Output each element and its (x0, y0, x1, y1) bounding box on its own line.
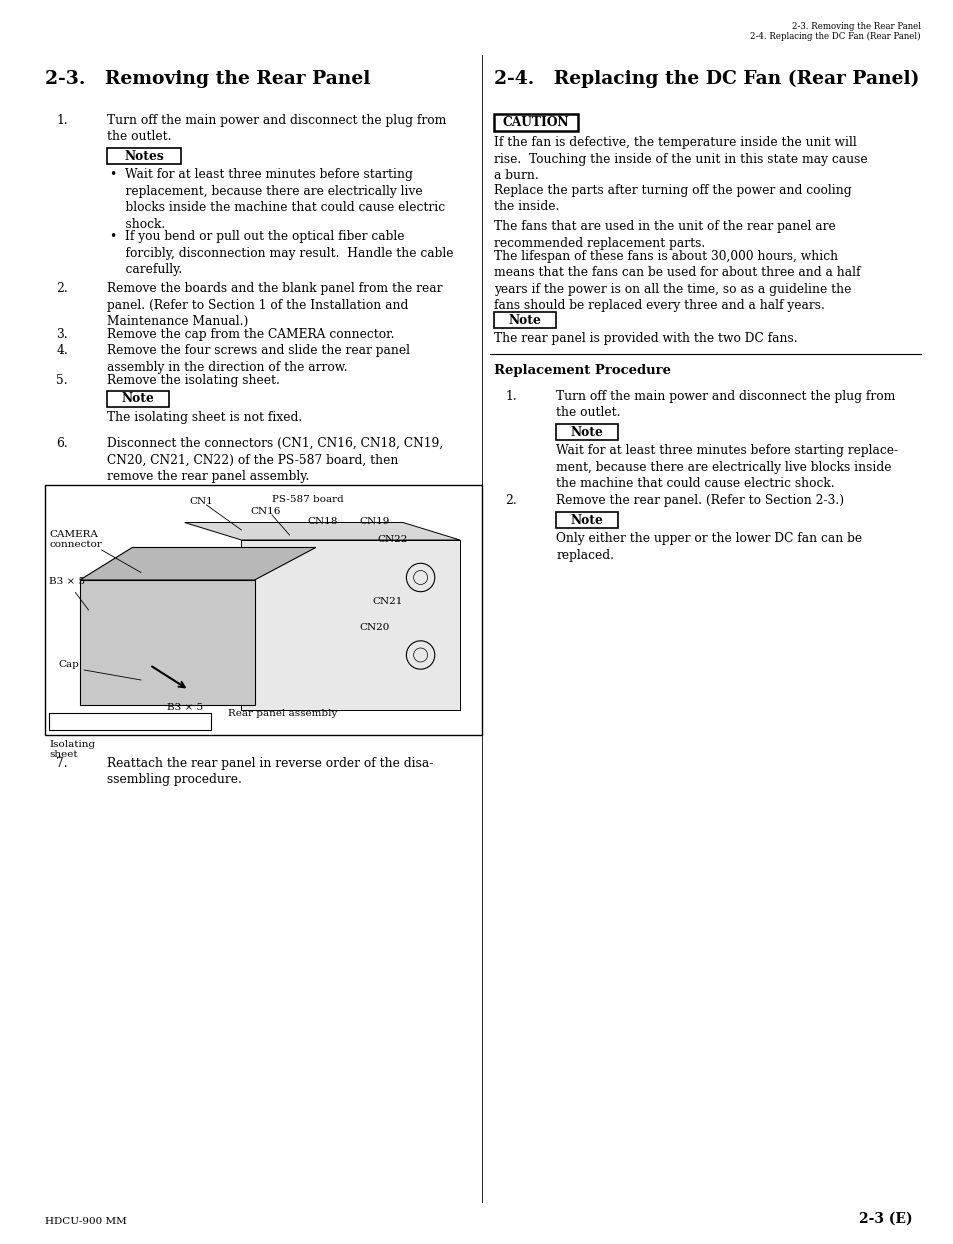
Text: CAMERA
connector: CAMERA connector (50, 530, 102, 550)
Text: 3.: 3. (56, 328, 68, 341)
Text: 6.: 6. (56, 437, 68, 450)
Text: CN16: CN16 (250, 508, 280, 516)
Text: 1.: 1. (56, 114, 68, 127)
Text: CAUTION: CAUTION (502, 116, 569, 129)
Text: 7.: 7. (56, 758, 68, 770)
Text: 2-3. Removing the Rear Panel: 2-3. Removing the Rear Panel (791, 22, 920, 31)
Text: Cap: Cap (58, 661, 79, 669)
Text: Disconnect the connectors (CN1, CN16, CN18, CN19,
CN20, CN21, CN22) of the PS-58: Disconnect the connectors (CN1, CN16, CN… (107, 437, 442, 483)
Text: Remove the isolating sheet.: Remove the isolating sheet. (107, 374, 279, 387)
Polygon shape (185, 522, 459, 540)
Text: CN22: CN22 (376, 535, 407, 544)
Text: Replacement Procedure: Replacement Procedure (494, 364, 671, 377)
Polygon shape (80, 580, 254, 705)
Text: Reattach the rear panel in reverse order of the disa-
ssembling procedure.: Reattach the rear panel in reverse order… (107, 758, 433, 786)
Text: Remove the boards and the blank panel from the rear
panel. (Refer to Section 1 o: Remove the boards and the blank panel fr… (107, 282, 442, 328)
Text: Note: Note (508, 313, 541, 326)
Text: If the fan is defective, the temperature inside the unit will
rise.  Touching th: If the fan is defective, the temperature… (494, 136, 867, 182)
Text: Notes: Notes (124, 149, 164, 163)
Bar (107, 391, 169, 407)
Polygon shape (50, 713, 211, 730)
Text: 5.: 5. (56, 374, 68, 387)
Bar (556, 513, 618, 527)
Text: CN18: CN18 (307, 518, 337, 526)
Text: The fans that are used in the unit of the rear panel are
recommended replacement: The fans that are used in the unit of th… (494, 220, 835, 250)
Text: CN1: CN1 (189, 498, 213, 506)
Text: 1.: 1. (505, 391, 517, 403)
Text: HDCU-900 MM: HDCU-900 MM (45, 1217, 127, 1227)
Text: The lifespan of these fans is about 30,000 hours, which
means that the fans can : The lifespan of these fans is about 30,0… (494, 250, 860, 312)
Text: Note: Note (570, 514, 603, 526)
Text: Rear panel assembly: Rear panel assembly (228, 709, 337, 718)
Text: 2-4. Replacing the DC Fan (Rear Panel): 2-4. Replacing the DC Fan (Rear Panel) (749, 32, 920, 41)
Text: B3 × 5: B3 × 5 (167, 704, 203, 713)
Text: Isolating
sheet: Isolating sheet (50, 740, 95, 759)
Text: 4.: 4. (56, 345, 68, 357)
Text: CN20: CN20 (359, 622, 390, 632)
Text: 2-3 (E): 2-3 (E) (859, 1212, 912, 1227)
Text: Note: Note (121, 393, 154, 406)
Text: 2-3.   Removing the Rear Panel: 2-3. Removing the Rear Panel (45, 70, 370, 88)
Text: Only either the upper or the lower DC fan can be
replaced.: Only either the upper or the lower DC fa… (556, 532, 862, 561)
Text: Turn off the main power and disconnect the plug from
the outlet.: Turn off the main power and disconnect t… (107, 114, 446, 143)
Text: CN19: CN19 (359, 518, 390, 526)
Text: 2.: 2. (505, 494, 517, 508)
Text: 2.: 2. (56, 282, 68, 295)
Text: CN21: CN21 (372, 597, 402, 607)
Bar (494, 114, 578, 131)
Bar (494, 312, 556, 328)
Bar (556, 424, 618, 440)
Bar (107, 148, 181, 164)
Text: Remove the cap from the CAMERA connector.: Remove the cap from the CAMERA connector… (107, 328, 394, 341)
Text: Note: Note (570, 425, 603, 438)
Text: Turn off the main power and disconnect the plug from
the outlet.: Turn off the main power and disconnect t… (556, 391, 895, 419)
Polygon shape (80, 547, 315, 580)
Text: Wait for at least three minutes before starting replace-
ment, because there are: Wait for at least three minutes before s… (556, 444, 898, 490)
Text: •  Wait for at least three minutes before starting
    replacement, because ther: • Wait for at least three minutes before… (110, 168, 444, 230)
Text: The isolating sheet is not fixed.: The isolating sheet is not fixed. (107, 411, 302, 424)
Text: PS-587 board: PS-587 board (272, 495, 343, 504)
Text: Remove the four screws and slide the rear panel
assembly in the direction of the: Remove the four screws and slide the rea… (107, 345, 410, 373)
Text: The rear panel is provided with the two DC fans.: The rear panel is provided with the two … (494, 332, 797, 345)
Text: Remove the rear panel. (Refer to Section 2-3.): Remove the rear panel. (Refer to Section… (556, 494, 843, 508)
Text: •  If you bend or pull out the optical fiber cable
    forcibly, disconnection m: • If you bend or pull out the optical fi… (110, 230, 453, 276)
Bar (45, 485, 481, 735)
Text: Replace the parts after turning off the power and cooling
the inside.: Replace the parts after turning off the … (494, 184, 851, 214)
Polygon shape (241, 540, 459, 710)
Text: 2-4.   Replacing the DC Fan (Rear Panel): 2-4. Replacing the DC Fan (Rear Panel) (494, 70, 919, 88)
Text: B3 × 5: B3 × 5 (50, 577, 85, 586)
